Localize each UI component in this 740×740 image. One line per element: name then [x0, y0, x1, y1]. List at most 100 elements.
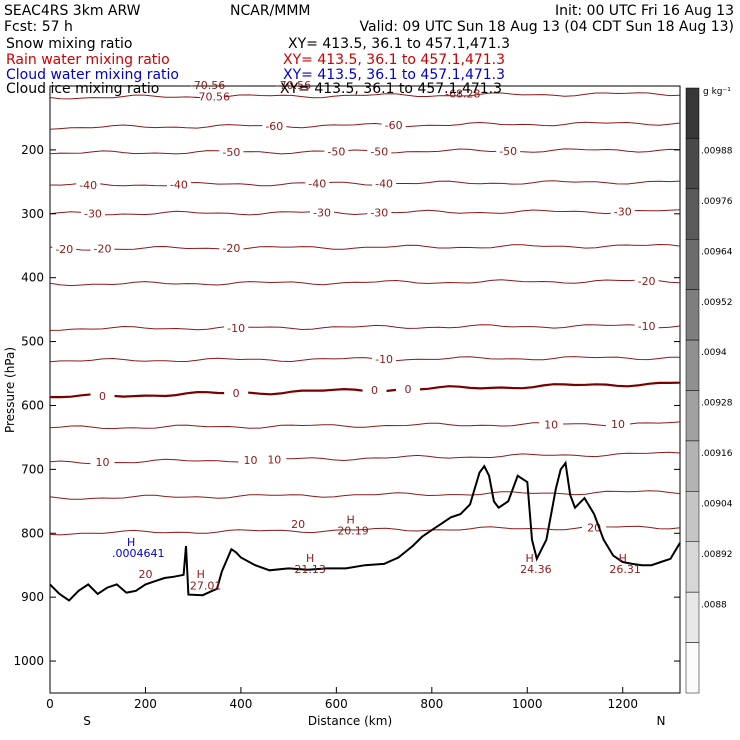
- contour-label-bg: [395, 383, 420, 396]
- colorbar-segment: [685, 440, 700, 492]
- colorbar-segment: [685, 541, 700, 593]
- contour-label-bg: [238, 453, 263, 466]
- header-center1: NCAR/MMM: [230, 3, 311, 19]
- y-tick-label: 600: [21, 398, 44, 412]
- contour-label-bg: [324, 145, 349, 158]
- colorbar-segment: [685, 339, 700, 391]
- contour-label-bg: [219, 242, 244, 255]
- contour-label-bg: [305, 177, 330, 190]
- extremum-label: H: [347, 514, 355, 527]
- contour-label: -30: [370, 206, 388, 219]
- terrain-line-path: [49, 460, 681, 602]
- colorbar-unit: g kg⁻¹: [703, 87, 731, 97]
- temperature-contour: [49, 92, 681, 100]
- contour-label-bg: [80, 207, 105, 220]
- y-tick-label: 900: [21, 590, 44, 604]
- plot-frame: [49, 85, 681, 694]
- contour-label: -40: [375, 177, 393, 190]
- y-tick-label: 500: [21, 335, 44, 349]
- colorbar-segment: [685, 491, 700, 543]
- colorbar-segment: [685, 188, 700, 240]
- contour-label: 0: [99, 390, 106, 403]
- contour-label: -10: [227, 322, 245, 335]
- contour-label-bg: [262, 453, 287, 466]
- contour-label: 10: [544, 418, 558, 431]
- field-name-rain: Rain water mixing ratio: [6, 52, 170, 68]
- contour-label-bg: [634, 275, 659, 288]
- temperature-contour: [49, 180, 681, 187]
- colorbar-label: .0094: [701, 348, 727, 358]
- field-xy-rain: XY= 413.5, 36.1 to 457.1,471.3: [283, 52, 505, 68]
- colorbar-label: .00904: [701, 499, 733, 509]
- extremum-label: 20: [291, 518, 305, 531]
- contour-label: -30: [84, 208, 102, 221]
- colorbar-label: .00952: [701, 298, 733, 308]
- colorbar-label: .00892: [701, 550, 733, 560]
- colorbar: .00988 .00976 .00964 .00952 .0094 .00928 .0091…: [685, 87, 733, 694]
- extremum-label: -70.56: [190, 79, 225, 92]
- contour-label: -50: [370, 145, 388, 158]
- contour-label: -20: [55, 243, 73, 256]
- contour-labels: -70.56 -60 -60 -50 -50 -50 -50 -40 -40 -40 -40 -30 -…: [52, 90, 659, 535]
- x-tick-label: 400: [229, 697, 252, 711]
- contour-label-bg: [90, 389, 115, 402]
- colorbar-label: .00916: [701, 449, 733, 459]
- extremum-label: H: [306, 552, 314, 565]
- extremum-label: 21.13: [294, 563, 326, 576]
- x-tick-label: 1000: [512, 697, 543, 711]
- contour-label: 10: [96, 456, 110, 469]
- contour-label-bg: [262, 119, 287, 132]
- contour-label-bg: [372, 353, 397, 366]
- contour-label-bg: [610, 205, 635, 218]
- temperature-contour: [49, 490, 681, 500]
- extremum-label: -70.56: [276, 79, 311, 92]
- contour-label-bg: [381, 119, 406, 132]
- temperature-contour: [49, 209, 681, 216]
- contour-label-bg: [496, 144, 521, 157]
- colorbar-segment: [685, 239, 700, 290]
- colorbar-segment: [685, 87, 700, 139]
- contour-label: -40: [170, 178, 188, 191]
- colorbar-segment: [685, 642, 700, 694]
- y-tick-label: 800: [21, 526, 44, 540]
- colorbar-label: .0088: [701, 600, 727, 610]
- temperature-contour: [49, 525, 681, 536]
- contour-label-bg: [372, 177, 397, 190]
- contour-label: 0: [233, 387, 240, 400]
- extremum-label: 24.36: [520, 563, 552, 576]
- y-tick-label: 700: [21, 462, 44, 476]
- extremum-label: -68.28: [445, 88, 480, 101]
- extremum-label: .0004641: [112, 547, 165, 560]
- contour-label-bg: [52, 242, 77, 255]
- extrema-markers: H21.13H20.1920H27.01H24.36H26.3120H.0004…: [112, 79, 641, 592]
- extremum-label: H: [197, 568, 205, 581]
- contour-label-bg: [90, 242, 115, 255]
- contour-label: -30: [313, 207, 331, 220]
- y-axis-label: Pressure (hPa): [3, 347, 17, 433]
- contour-label-bg: [76, 178, 101, 191]
- extremum-label: H: [619, 552, 627, 565]
- x-tick-label: 1200: [607, 697, 638, 711]
- contour-label: 0: [404, 383, 411, 396]
- contour-label: -20: [222, 242, 240, 255]
- temperature-contour: [49, 324, 681, 331]
- contour-label: -10: [375, 353, 393, 366]
- extremum-label: H: [127, 536, 135, 549]
- extremum-label: 27.01: [190, 579, 222, 592]
- temperature-contour: [49, 279, 681, 287]
- field-xy-cloud-water: XY= 413.5, 36.1 to 457.1,471.3: [283, 67, 505, 83]
- contour-label-bg: [90, 456, 115, 469]
- contour-label-bg: [166, 178, 191, 191]
- contour-label: -10: [638, 320, 656, 333]
- x-tick-label: 0: [46, 697, 54, 711]
- header-right1: Init: 00 UTC Fri 16 Aug 13: [555, 3, 734, 19]
- extremum-label: 20: [138, 568, 152, 581]
- field-name-cloud-ice: Cloud ice mixing ratio: [6, 81, 159, 97]
- extremum-label: 26.31: [609, 563, 641, 576]
- contour-label: 10: [267, 454, 281, 467]
- contour-label: -50: [327, 146, 345, 159]
- contour-label: -20: [94, 243, 112, 256]
- temperature-contour: [49, 121, 681, 130]
